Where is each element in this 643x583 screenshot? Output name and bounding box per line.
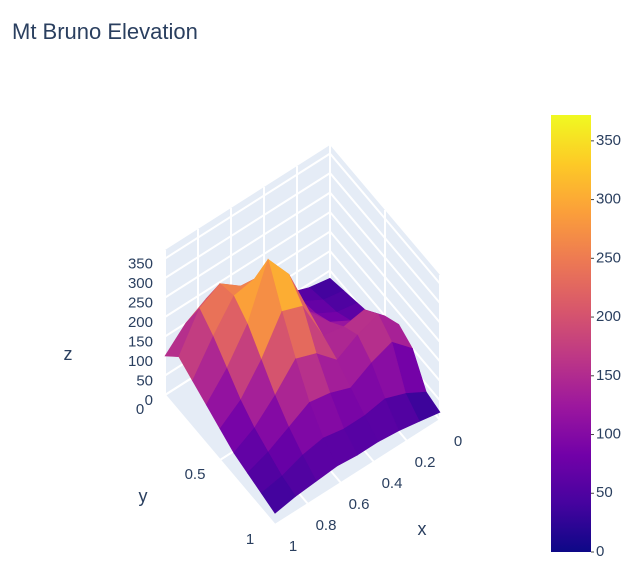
y-tick-label: 1: [246, 531, 254, 548]
z-tick-label: 350: [128, 256, 153, 273]
colorbar-tick-label: 50: [596, 484, 613, 501]
x-tick-label: 0.8: [316, 517, 337, 534]
x-tick-label: 1: [289, 538, 297, 555]
x-tick-label: 0.4: [382, 475, 403, 492]
z-tick-label: 100: [128, 353, 153, 370]
x-tick-label: 0.2: [415, 454, 436, 471]
colorbar-tick-label: 0: [596, 543, 604, 560]
y-axis-title: y: [139, 486, 148, 506]
z-tick-label: 0: [145, 392, 153, 409]
colorbar-tick-label: 300: [596, 191, 621, 208]
y-tick-label: 0: [136, 401, 144, 418]
colorbar-tick-label: 100: [596, 425, 621, 442]
x-axis-title: x: [418, 519, 427, 539]
grid-line: [164, 171, 441, 304]
z-tick-label: 150: [128, 334, 153, 351]
grid-line: [164, 191, 441, 324]
colorbar-tick-label: 150: [596, 367, 621, 384]
grid-line: [164, 152, 441, 285]
x-tick-label: 0.6: [349, 496, 370, 513]
y-tick-label: 0.5: [185, 466, 206, 483]
chart-title: Mt Bruno Elevation: [12, 19, 198, 44]
x-tick-label: 0: [454, 433, 462, 450]
grid-line: [164, 210, 441, 343]
surface-patch: [260, 475, 297, 514]
z-axis-title: z: [64, 344, 73, 364]
z-tick-label: 50: [136, 372, 153, 389]
colorbar: [551, 115, 591, 552]
colorbar-tick-label: 350: [596, 132, 621, 149]
z-tick-label: 250: [128, 295, 153, 312]
colorbar-tick-label: 200: [596, 308, 621, 325]
colorbar-tick-label: 250: [596, 249, 621, 266]
z-tick-label: 200: [128, 314, 153, 331]
z-tick-label: 300: [128, 275, 153, 292]
